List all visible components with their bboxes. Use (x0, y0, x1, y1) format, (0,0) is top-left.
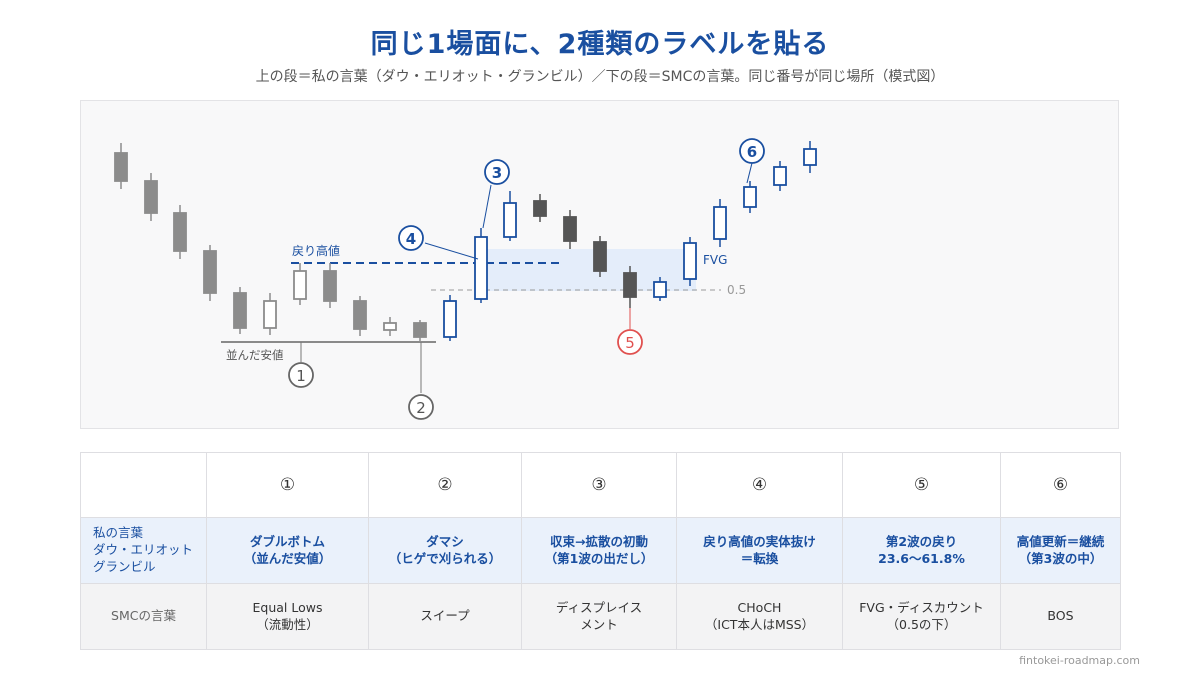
candle-body (653, 281, 667, 298)
svg-text:2: 2 (416, 399, 426, 417)
candle-body (623, 272, 637, 298)
candle (233, 287, 247, 334)
candle (144, 173, 158, 221)
svg-text:3: 3 (492, 164, 502, 182)
table-cell: Equal Lows （流動性） (206, 583, 369, 650)
candle-body (144, 180, 158, 214)
table-header-row: ① ② ③ ④ ⑤ ⑥ (80, 452, 1121, 518)
candle (653, 277, 667, 301)
table-cell: スイープ (368, 583, 522, 650)
candle-body (773, 166, 787, 186)
row-header: 私の言葉 ダウ・エリオット グランビル (80, 517, 207, 584)
candle (293, 263, 307, 305)
candle (263, 293, 277, 335)
candle (503, 191, 517, 241)
candle-body (563, 216, 577, 242)
svg-text:1: 1 (296, 367, 306, 385)
candlestick-diagram: 並んだ安値 戻り高値 FVG 0.5 1 2 3 4 5 6 (80, 100, 1119, 429)
candle-body (353, 300, 367, 330)
table-row-my-terms: 私の言葉 ダウ・エリオット グランビル ダブルボトム （並んだ安値） ダマシ （… (80, 517, 1121, 584)
candle-body (233, 292, 247, 329)
row-header: SMCの言葉 (80, 583, 207, 650)
svg-text:4: 4 (406, 230, 416, 248)
candle-body (173, 212, 187, 252)
column-header: ② (368, 452, 522, 518)
svg-text:5: 5 (625, 334, 635, 352)
candle (623, 266, 637, 308)
candle-body (114, 152, 128, 182)
connector-6 (746, 162, 753, 184)
candle-body (383, 322, 397, 331)
candle-body (593, 241, 607, 272)
candle (474, 228, 488, 303)
candle (353, 296, 367, 336)
column-header: ⑥ (1000, 452, 1121, 518)
candle-body (503, 202, 517, 238)
marker-2: 2 (408, 394, 434, 420)
column-header: ④ (676, 452, 843, 518)
fib-half-label: 0.5 (727, 283, 746, 297)
table-cell: 戻り高値の実体抜け ＝転換 (676, 517, 843, 584)
svg-text:6: 6 (747, 143, 757, 161)
table-cell: ディスプレイス メント (521, 583, 677, 650)
candle-body (293, 270, 307, 300)
candle-body (713, 206, 727, 240)
candle (713, 199, 727, 247)
candle (803, 141, 817, 173)
candle-body (413, 322, 427, 338)
candle (323, 263, 337, 308)
candle-body (743, 186, 757, 208)
candle (114, 143, 128, 189)
table-cell: BOS (1000, 583, 1121, 650)
candle (743, 181, 757, 213)
candle-body (683, 242, 697, 280)
candle (773, 161, 787, 191)
candle (593, 236, 607, 277)
candle (173, 205, 187, 259)
candle (533, 194, 547, 222)
candle-body (263, 300, 277, 329)
marker-4: 4 (398, 225, 424, 251)
column-header: ⑤ (842, 452, 1001, 518)
candle (563, 210, 577, 249)
marker-1: 1 (288, 362, 314, 388)
pullback-high-label: 戻り高値 (292, 243, 340, 258)
candles-group (114, 141, 817, 342)
equal-lows-label: 並んだ安値 (226, 348, 284, 362)
candlestick-svg: 並んだ安値 戻り高値 FVG 0.5 1 2 3 4 5 6 (114, 138, 817, 420)
marker-3: 3 (484, 159, 510, 185)
candle-body (203, 250, 217, 294)
table-row-smc-terms: SMCの言葉 Equal Lows （流動性） スイープ ディスプレイス メント… (80, 583, 1121, 650)
page-title: 同じ1場面に、2種類のラベルを貼る (370, 29, 830, 60)
connector-3 (482, 184, 492, 229)
table-cell: 収束→拡散の初動 （第1波の出だし） (521, 517, 677, 584)
fvg-label: FVG (703, 253, 727, 267)
table-cell: CHoCH （ICT本人はMSS） (676, 583, 843, 650)
page-subtitle: 上の段＝私の言葉（ダウ・エリオット・グランビル）／下の段＝SMCの言葉。同じ番号… (255, 69, 945, 85)
candle-body (803, 148, 817, 166)
marker-6: 6 (739, 138, 765, 164)
column-header: ③ (521, 452, 677, 518)
connector-4 (424, 242, 479, 260)
table-cell: 第2波の戻り 23.6〜61.8% (842, 517, 1001, 584)
terminology-table: ① ② ③ ④ ⑤ ⑥ 私の言葉 ダウ・エリオット グランビル ダブルボトム （… (80, 452, 1121, 650)
column-header: ① (206, 452, 369, 518)
table-cell: ダマシ （ヒゲで刈られる） (368, 517, 522, 584)
table-cell: 高値更新＝継続 （第3波の中） (1000, 517, 1121, 584)
candle (683, 237, 697, 286)
table-cell: FVG・ディスカウント （0.5の下） (842, 583, 1001, 650)
candle-body (474, 236, 488, 300)
candle-body (323, 270, 337, 302)
candle (443, 295, 457, 341)
candle-body (533, 200, 547, 217)
candle-body (443, 300, 457, 338)
site-footer: fintokei-roadmap.com (1019, 654, 1140, 667)
table-corner (80, 452, 207, 518)
table-cell: ダブルボトム （並んだ安値） (206, 517, 369, 584)
candle (413, 320, 427, 342)
candle (203, 245, 217, 301)
candle (383, 317, 397, 336)
marker-5: 5 (617, 329, 643, 355)
